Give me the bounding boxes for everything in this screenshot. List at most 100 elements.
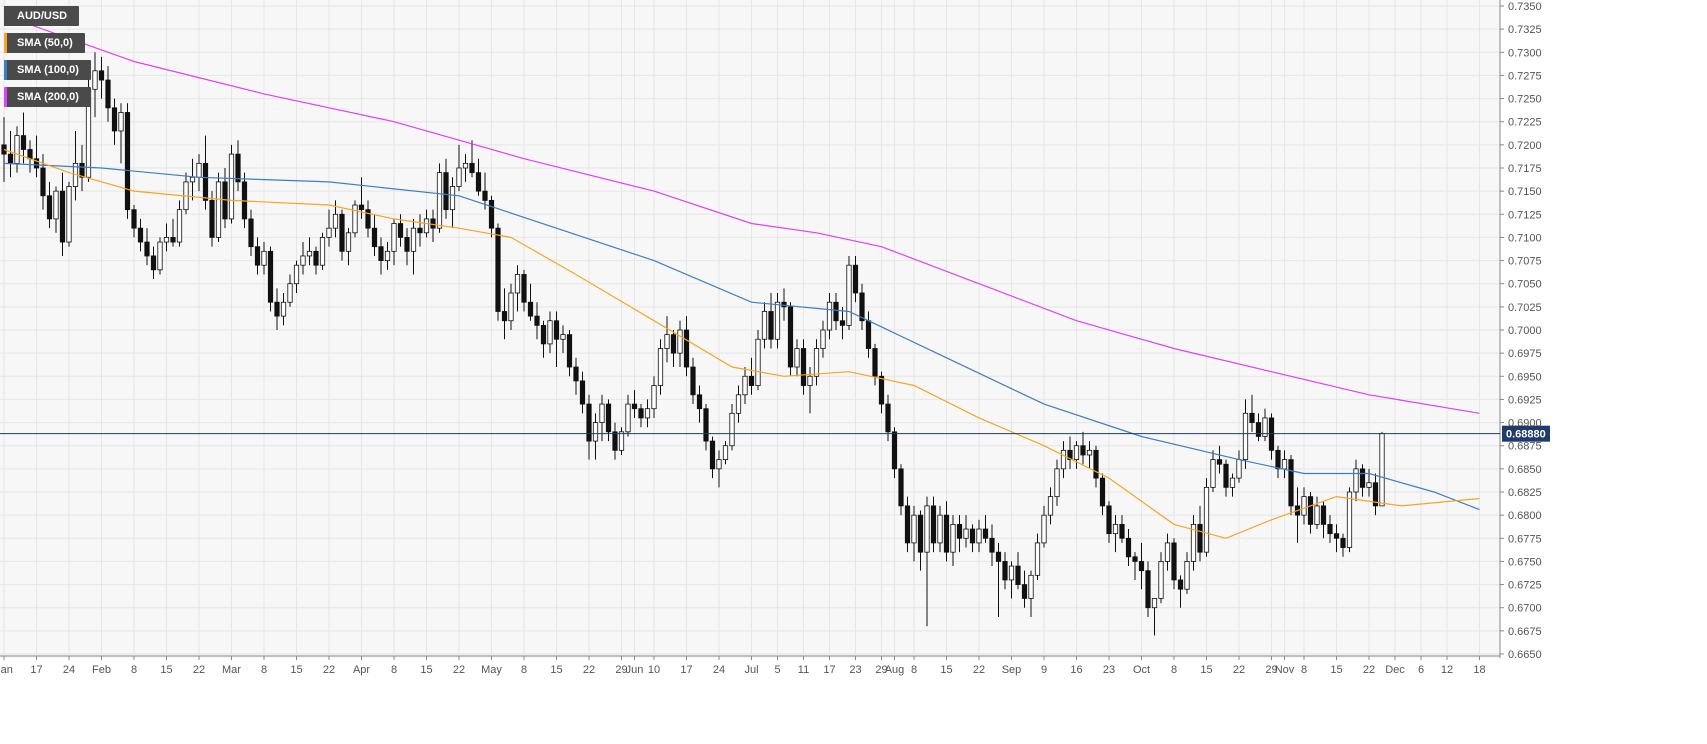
candle-body-up (1041, 514, 1047, 544)
legend-item-audusd[interactable]: AUD/USD (4, 6, 80, 26)
candle (306, 237, 313, 266)
candle-body-up (1028, 574, 1034, 599)
candle-body-up (761, 311, 768, 340)
candle-body-down (696, 394, 703, 410)
candle-body-down (274, 301, 280, 317)
candle (98, 56, 105, 99)
candle-body-up (410, 227, 417, 252)
candle-body-down (1372, 482, 1379, 507)
candle (202, 135, 209, 210)
y-tick-label: 0.6650 (1508, 649, 1542, 661)
candle-body-up (1203, 486, 1210, 553)
candle (1119, 515, 1125, 543)
candle-body-up (423, 218, 430, 234)
x-tick-label: 9 (1041, 664, 1047, 676)
candle (1099, 473, 1106, 516)
candle (956, 515, 963, 553)
x-tick-label: 15 (1330, 664, 1342, 676)
x-tick-label: 15 (550, 664, 562, 676)
candle-body-down (144, 241, 150, 257)
candle (1054, 459, 1060, 506)
candle-body-up (436, 172, 443, 229)
candle (794, 339, 800, 377)
candle-body-down (443, 172, 449, 211)
candle (768, 292, 774, 349)
candle-body-up (1112, 524, 1119, 535)
candle-body-down (683, 329, 690, 368)
candle-body-up (326, 227, 332, 238)
candle-body-up (722, 445, 729, 461)
candle (150, 246, 157, 280)
candle-body-down (612, 431, 618, 451)
x-tick-label: 15 (160, 664, 172, 676)
candle-body-down (969, 528, 976, 544)
candle (248, 209, 254, 256)
candle (722, 441, 729, 465)
candle-body-up (261, 250, 267, 266)
candle (326, 209, 332, 247)
candle-body-down (1359, 468, 1366, 488)
candle (898, 464, 904, 516)
candle-body-up (1210, 459, 1216, 488)
candle-body-down (365, 209, 371, 229)
candle (813, 339, 820, 386)
candle-body-up (228, 153, 235, 220)
candle-body-down (800, 348, 807, 386)
candle-body-up (950, 524, 956, 553)
sma-layer (3, 14, 1480, 539)
last-price-tag (1502, 425, 1550, 442)
candle-body-down (1307, 496, 1314, 525)
x-tick-label: 8 (391, 664, 397, 676)
candle (443, 158, 449, 219)
candle (1047, 487, 1054, 525)
candle-body-down (534, 315, 540, 326)
candle (1067, 436, 1073, 469)
candle-body-up (1034, 542, 1041, 576)
candle-body-down (248, 218, 254, 248)
y-tick-label: 0.7125 (1508, 209, 1542, 221)
candle-body-down (111, 107, 118, 132)
legend-item-sma-50[interactable]: SMA (50,0) (4, 33, 85, 53)
candle (254, 237, 261, 275)
legend-label: SMA (50,0) (17, 37, 73, 49)
candle (839, 306, 846, 340)
candle-body-down (982, 528, 989, 539)
candle (872, 343, 878, 386)
candle-body-up (1086, 449, 1093, 456)
candle-body-up (813, 348, 820, 377)
y-tick-label: 0.7225 (1508, 117, 1542, 129)
candle (378, 237, 384, 275)
candle-body-down (501, 311, 508, 322)
x-tick-label: 8 (261, 664, 267, 676)
candle-body-down (124, 112, 131, 211)
candle (508, 283, 514, 330)
legend-item-sma-100[interactable]: SMA (100,0) (4, 60, 91, 80)
candle-body-up (735, 394, 742, 414)
candle-body-down (417, 227, 423, 234)
candle (92, 52, 98, 118)
candle (1353, 459, 1359, 502)
candle-body-up (774, 301, 781, 340)
candle-body-down (1340, 537, 1346, 548)
candle (475, 158, 482, 196)
candle (924, 496, 930, 627)
candle-body-down (579, 380, 586, 405)
legend-item-sma-200[interactable]: SMA (200,0) (4, 87, 91, 107)
candle-body-up (118, 112, 124, 132)
y-tick-label: 0.7350 (1508, 1, 1542, 13)
candle (1112, 515, 1119, 553)
y-tick-label: 0.6725 (1508, 580, 1542, 592)
x-tick-label: 15 (420, 664, 432, 676)
candle-body-down (833, 301, 839, 322)
candle-body-down (878, 375, 885, 405)
x-tick-label: 15 (1200, 664, 1212, 676)
candle-body-down (79, 162, 85, 178)
candle (1164, 533, 1171, 571)
candle (1372, 473, 1379, 516)
candle (982, 515, 989, 543)
candle-body-down (404, 237, 410, 252)
candle-body-down (898, 468, 904, 507)
candle-body-up (92, 70, 98, 90)
